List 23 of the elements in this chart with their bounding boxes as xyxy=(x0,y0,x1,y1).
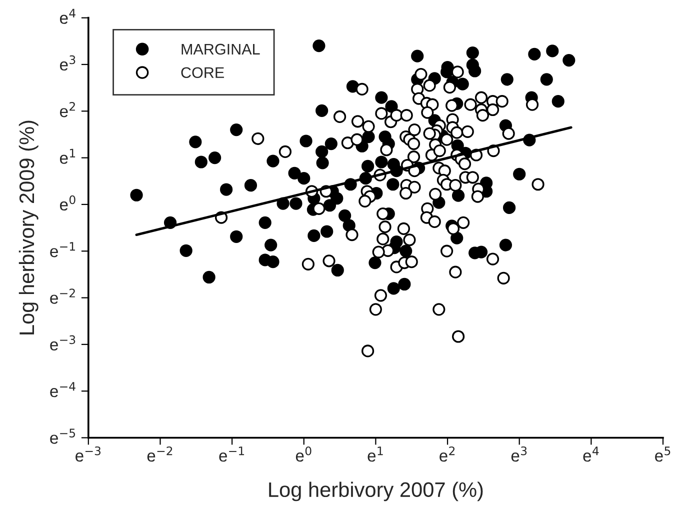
x-tick-label: e$^{5}$ xyxy=(655,446,670,462)
y-tick-label: e$^{−2}$ xyxy=(50,288,75,304)
x-tick-label: e$^{2}$ xyxy=(440,446,455,462)
y-tick-label: e$^{0}$ xyxy=(60,195,76,211)
y-tick-label: e$^{−3}$ xyxy=(50,335,76,350)
y-tick-label: e$^{4}$ xyxy=(60,8,76,24)
x-tick-label: e$^{1}$ xyxy=(368,446,383,462)
x-tick-label: e$^{−3}$ xyxy=(76,446,101,462)
y-tick-label: e$^{1}$ xyxy=(60,148,76,164)
legend-label: CORE xyxy=(181,67,224,78)
legend-label: MARGINAL xyxy=(182,44,260,55)
x-tick-label: e$^{−2}$ xyxy=(147,446,172,462)
y-axis-title: Log herbivory 2009 (%) xyxy=(18,120,38,334)
y-tick-label: e$^{−1}$ xyxy=(50,242,75,258)
x-tick-label: e$^{3}$ xyxy=(511,446,527,462)
x-tick-label: e$^{−1}$ xyxy=(219,446,244,462)
y-tick-label: e$^{3}$ xyxy=(60,55,76,71)
y-tick-label: e$^{−4}$ xyxy=(50,382,76,398)
x-axis-title: Log herbivory 2007 (%) xyxy=(269,482,483,502)
y-tick-label: e$^{2}$ xyxy=(60,102,75,118)
x-tick-label: e$^{0}$ xyxy=(296,446,312,462)
y-tick-label: e$^{−5}$ xyxy=(50,428,76,444)
x-tick-label: e$^{4}$ xyxy=(583,446,599,462)
